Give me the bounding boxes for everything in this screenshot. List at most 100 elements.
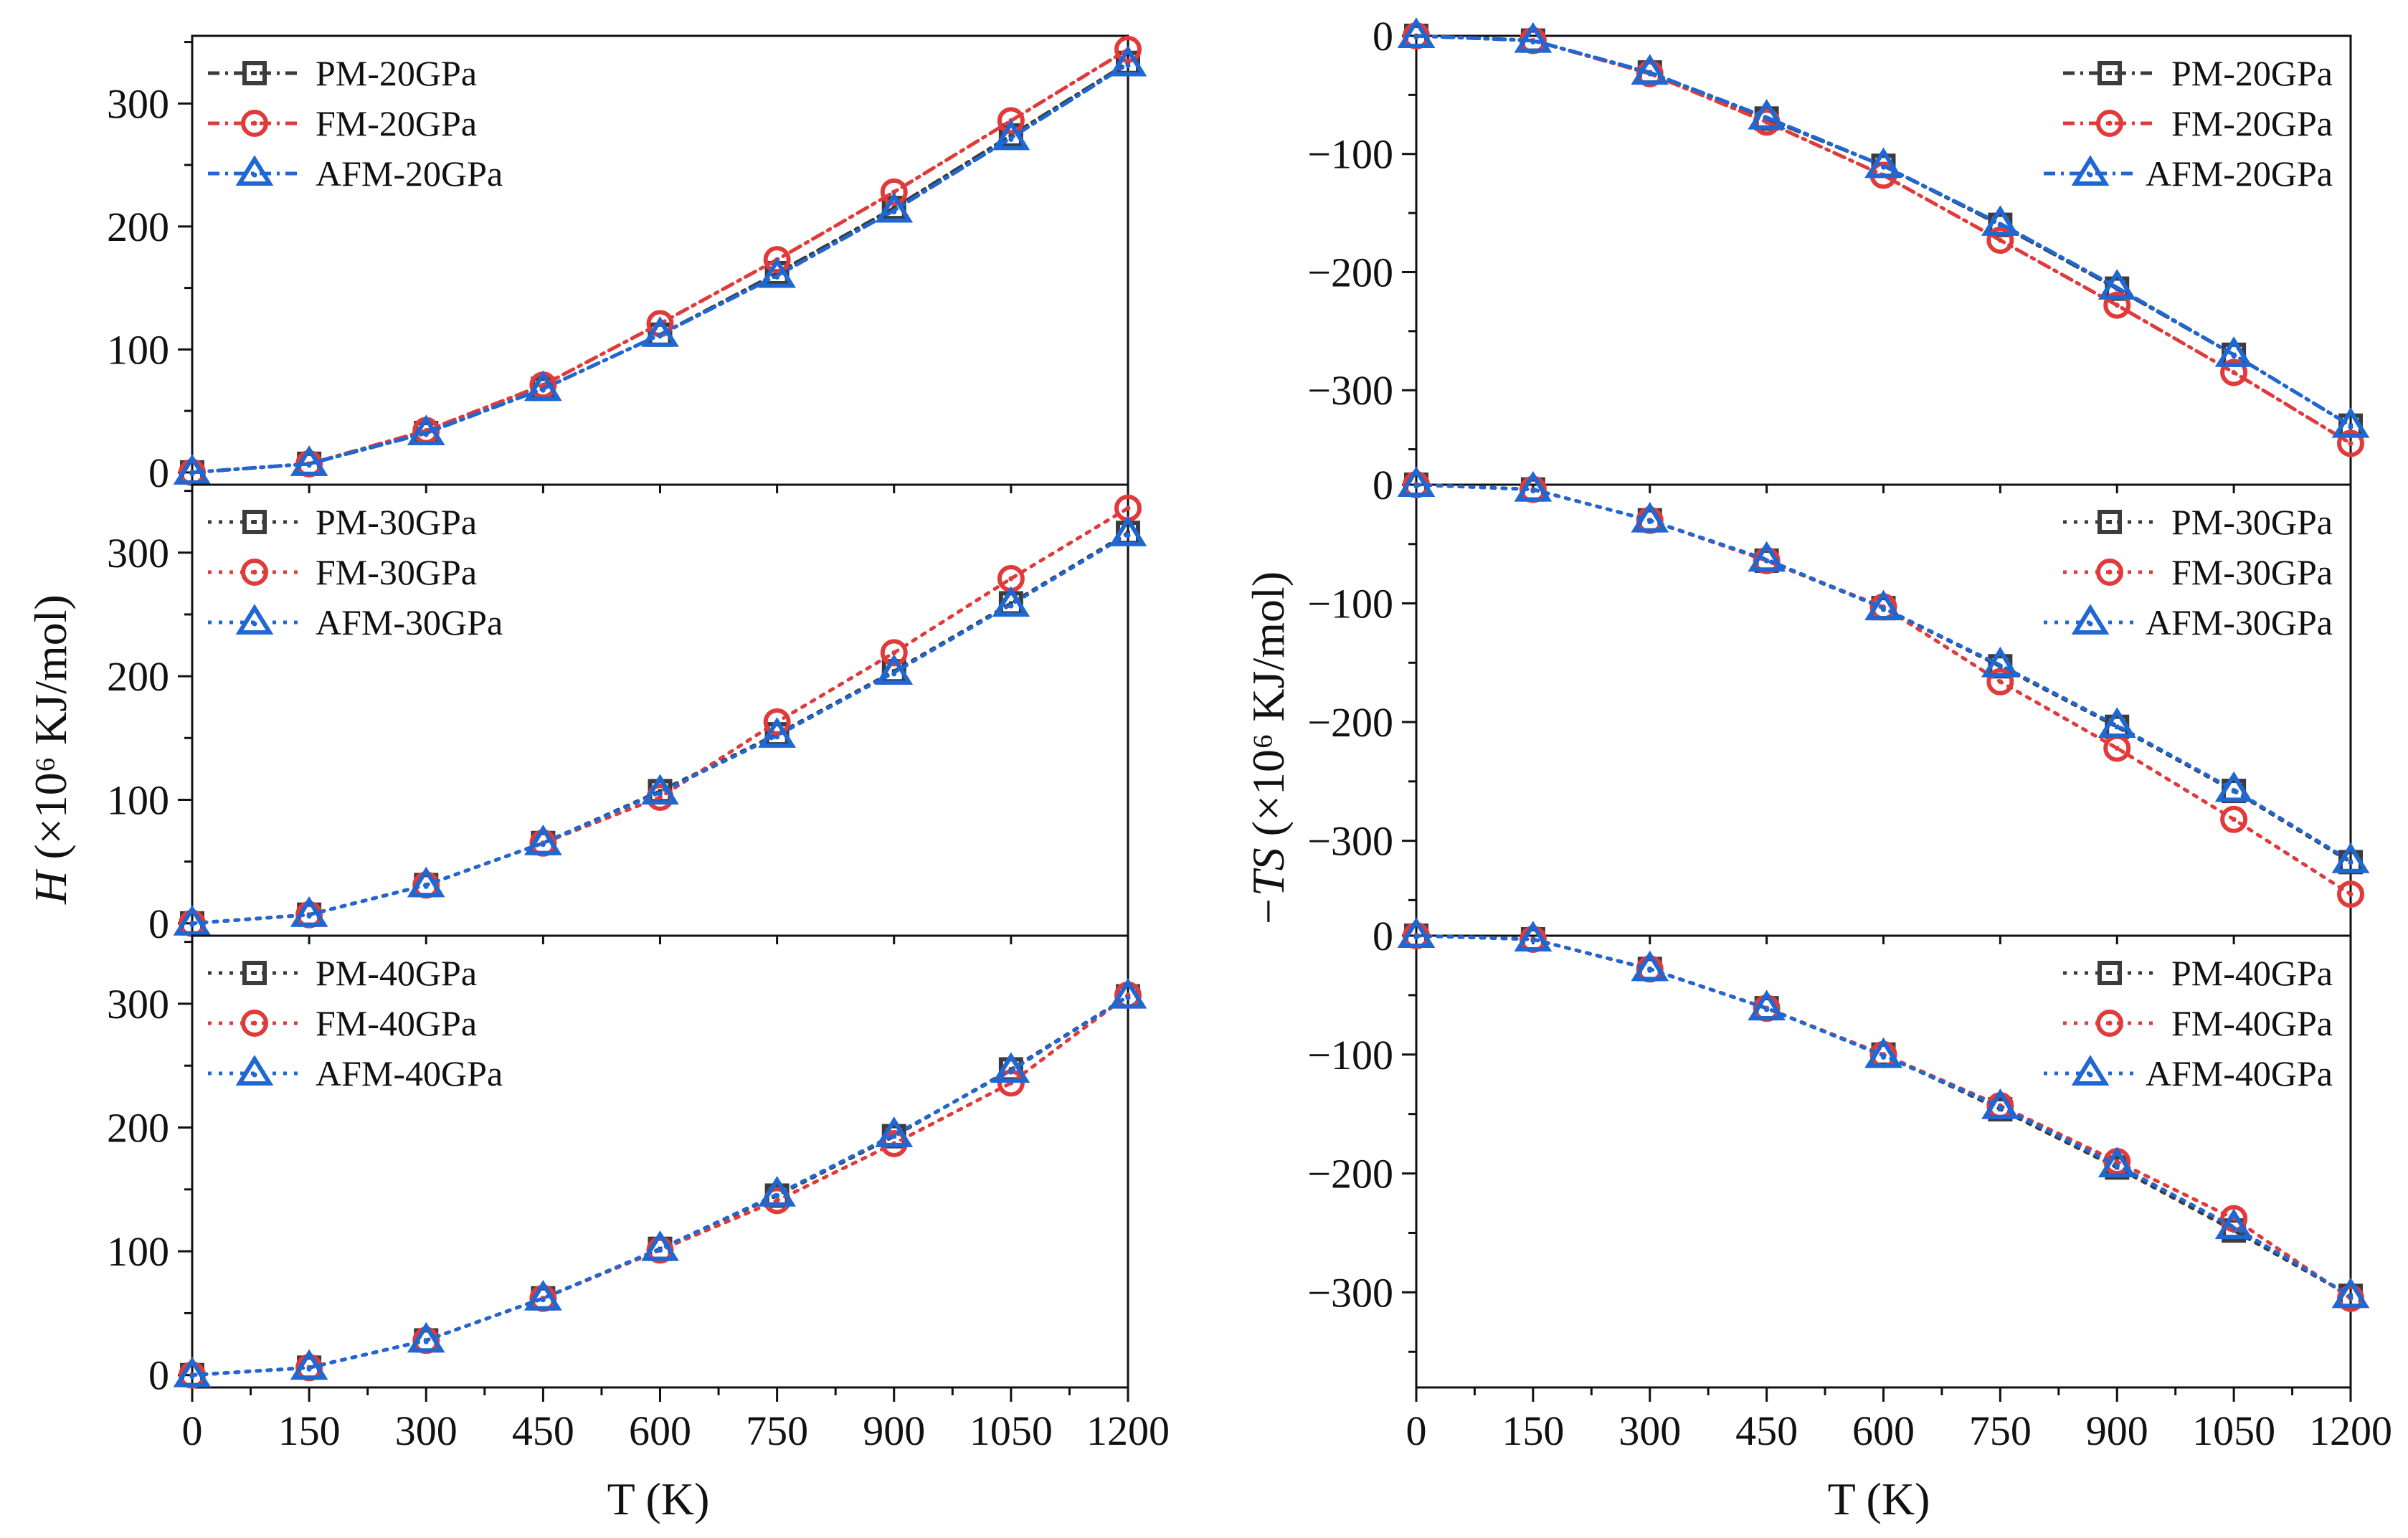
data-point-FM-30GPa-center — [2114, 745, 2120, 751]
data-point-AFM-20GPa — [1748, 98, 1786, 130]
y-tick-label: −300 — [1307, 1269, 1393, 1316]
x-tick-label: 300 — [395, 1408, 458, 1454]
legend-label-FM-40GPa: FM-40GPa — [2171, 1003, 2333, 1043]
legend-marker-PM-20GPa — [242, 61, 267, 85]
data-point-FM-20GPa — [2103, 291, 2131, 319]
legend-label-FM-20GPa: FM-20GPa — [2171, 103, 2333, 143]
x-tick-label: 750 — [1969, 1408, 2032, 1454]
data-point-AFM-40GPa — [992, 1052, 1030, 1083]
y-tick-label: 200 — [107, 1105, 169, 1152]
y-tick-label: 0 — [148, 450, 169, 496]
series-line-AFM-30GPa — [190, 532, 1130, 926]
legend-marker-FM-20GPa-center — [252, 120, 257, 126]
data-point-AFM-30GPa-center — [1008, 603, 1014, 609]
legend-label-AFM-40GPa: AFM-40GPa — [2146, 1053, 2333, 1093]
x-tick-label: 300 — [1618, 1408, 1681, 1454]
data-point-FM-30GPa — [880, 639, 908, 667]
series-line-PM-20GPa — [1414, 34, 2353, 428]
data-point-AFM-40GPa-center — [1997, 1106, 2003, 1111]
data-point-AFM-30GPa — [407, 866, 445, 898]
legend-marker-PM-30GPa-center — [2108, 520, 2112, 524]
legend-marker-AFM-30GPa-center — [252, 621, 257, 627]
y-tick-label: 0 — [148, 1352, 169, 1399]
data-point-FM-20GPa-center — [2114, 303, 2120, 308]
data-point-AFM-30GPa-center — [2114, 724, 2120, 730]
data-point-AFM-30GPa — [758, 717, 797, 748]
data-point-AFM-40GPa-center — [423, 1339, 429, 1344]
data-point-AFM-20GPa — [2214, 336, 2253, 367]
data-point-FM-20GPa-center — [2231, 370, 2237, 375]
data-point-AFM-40GPa-center — [658, 1248, 663, 1253]
data-point-AFM-30GPa-center — [2231, 788, 2237, 794]
panels: 0 100 200 300 PM-20GPa FM-20GPa AFM-20GPa 0 100 2… — [107, 13, 2392, 1454]
y-tick-label: 100 — [107, 326, 169, 373]
legend-marker-PM-30GPa — [2097, 510, 2122, 534]
x-tick-label: 450 — [512, 1408, 574, 1454]
data-point-AFM-20GPa-center — [658, 333, 663, 339]
x-tick-label: 1200 — [2309, 1408, 2392, 1454]
y-tick-label: 0 — [1373, 13, 1393, 60]
data-point-FM-30GPa-center — [1008, 576, 1014, 582]
data-point-FM-30GPa — [763, 708, 791, 736]
data-point-AFM-40GPa-center — [1530, 938, 1536, 944]
data-point-FM-20GPa — [2337, 429, 2364, 457]
legend-marker-FM-40GPa-center — [252, 1020, 257, 1026]
legend-label-FM-40GPa: FM-40GPa — [316, 1003, 477, 1043]
data-point-PM-30GPa-center — [1008, 601, 1013, 606]
legend-marker-AFM-40GPa-center — [2087, 1072, 2093, 1078]
x-tick-label: 600 — [1852, 1408, 1915, 1454]
data-point-AFM-40GPa — [173, 1357, 212, 1387]
chart-panel-6: 0 −100 −200 −300 0 150 300 450 600 750 900 1050 1200… — [1307, 913, 2392, 1454]
data-point-PM-20GPa-center — [1008, 133, 1013, 138]
legend-marker-AFM-20GPa — [2071, 155, 2110, 186]
x-tick-label: 150 — [1502, 1408, 1564, 1454]
legend-marker-FM-30GPa — [2096, 559, 2123, 586]
data-point-FM-30GPa-center — [1997, 679, 2003, 685]
data-point-FM-30GPa-center — [2231, 817, 2237, 822]
data-point-AFM-40GPa — [290, 1349, 328, 1380]
data-point-AFM-20GPa-center — [306, 462, 312, 468]
data-point-AFM-40GPa — [1397, 917, 1436, 948]
data-point-AFM-20GPa — [1631, 54, 1669, 85]
data-point-AFM-30GPa — [1981, 646, 2019, 678]
legend-marker-PM-20GPa — [2097, 61, 2122, 85]
data-point-AFM-20GPa — [1514, 22, 1553, 53]
data-point-AFM-30GPa — [641, 774, 679, 805]
x-tick-label: 1050 — [2192, 1408, 2275, 1454]
right-y-unit: (×10⁶ KJ/mol) — [1243, 571, 1294, 848]
data-point-AFM-20GPa-center — [1997, 222, 2003, 228]
y-tick-label: 0 — [1373, 913, 1393, 959]
data-point-AFM-40GPa — [1514, 921, 1553, 951]
data-point-FM-20GPa-center — [1997, 237, 2003, 243]
data-point-FM-40GPa-center — [774, 1197, 780, 1203]
data-point-AFM-30GPa — [523, 825, 562, 855]
y-tick-label: 300 — [107, 80, 169, 127]
data-point-AFM-20GPa-center — [1008, 136, 1014, 142]
data-point-AFM-30GPa — [290, 896, 328, 927]
data-point-AFM-20GPa — [1397, 17, 1436, 48]
data-point-PM-30GPa-center — [658, 789, 663, 794]
data-point-FM-20GPa — [1114, 35, 1142, 63]
data-point-AFM-40GPa — [2097, 1147, 2136, 1177]
legend-marker-AFM-20GPa-center — [2087, 172, 2093, 178]
right-y-axis-title: −TS (×10⁶ KJ/mol) — [1243, 571, 1294, 927]
chart-panel-2: 0 100 200 300 PM-30GPa FM-30GPa AFM-30GPa — [107, 483, 1147, 947]
left-y-axis-title: H (×10⁶ KJ/mol) — [25, 594, 76, 905]
data-point-FM-30GPa-center — [2348, 891, 2354, 897]
data-point-AFM-40GPa — [523, 1280, 562, 1311]
legend-label-PM-40GPa: PM-40GPa — [2171, 953, 2333, 993]
data-point-AFM-30GPa-center — [1997, 664, 2003, 670]
series-line-FM-20GPa — [1414, 34, 2353, 445]
data-point-AFM-30GPa-center — [1647, 519, 1653, 525]
data-point-AFM-20GPa-center — [891, 209, 897, 215]
legend-marker-FM-40GPa — [2096, 1010, 2123, 1037]
legend-label-FM-30GPa: FM-30GPa — [316, 552, 477, 592]
series-line-AFM-20GPa — [1414, 34, 2353, 428]
data-point-AFM-40GPa — [758, 1176, 797, 1207]
data-point-AFM-20GPa — [758, 257, 797, 288]
legend-marker-AFM-30GPa — [2071, 604, 2110, 635]
data-point-AFM-40GPa-center — [774, 1193, 780, 1199]
data-point-AFM-40GPa-center — [2348, 1294, 2354, 1300]
data-point-AFM-30GPa-center — [423, 883, 429, 889]
y-tick-label: −200 — [1307, 699, 1393, 746]
